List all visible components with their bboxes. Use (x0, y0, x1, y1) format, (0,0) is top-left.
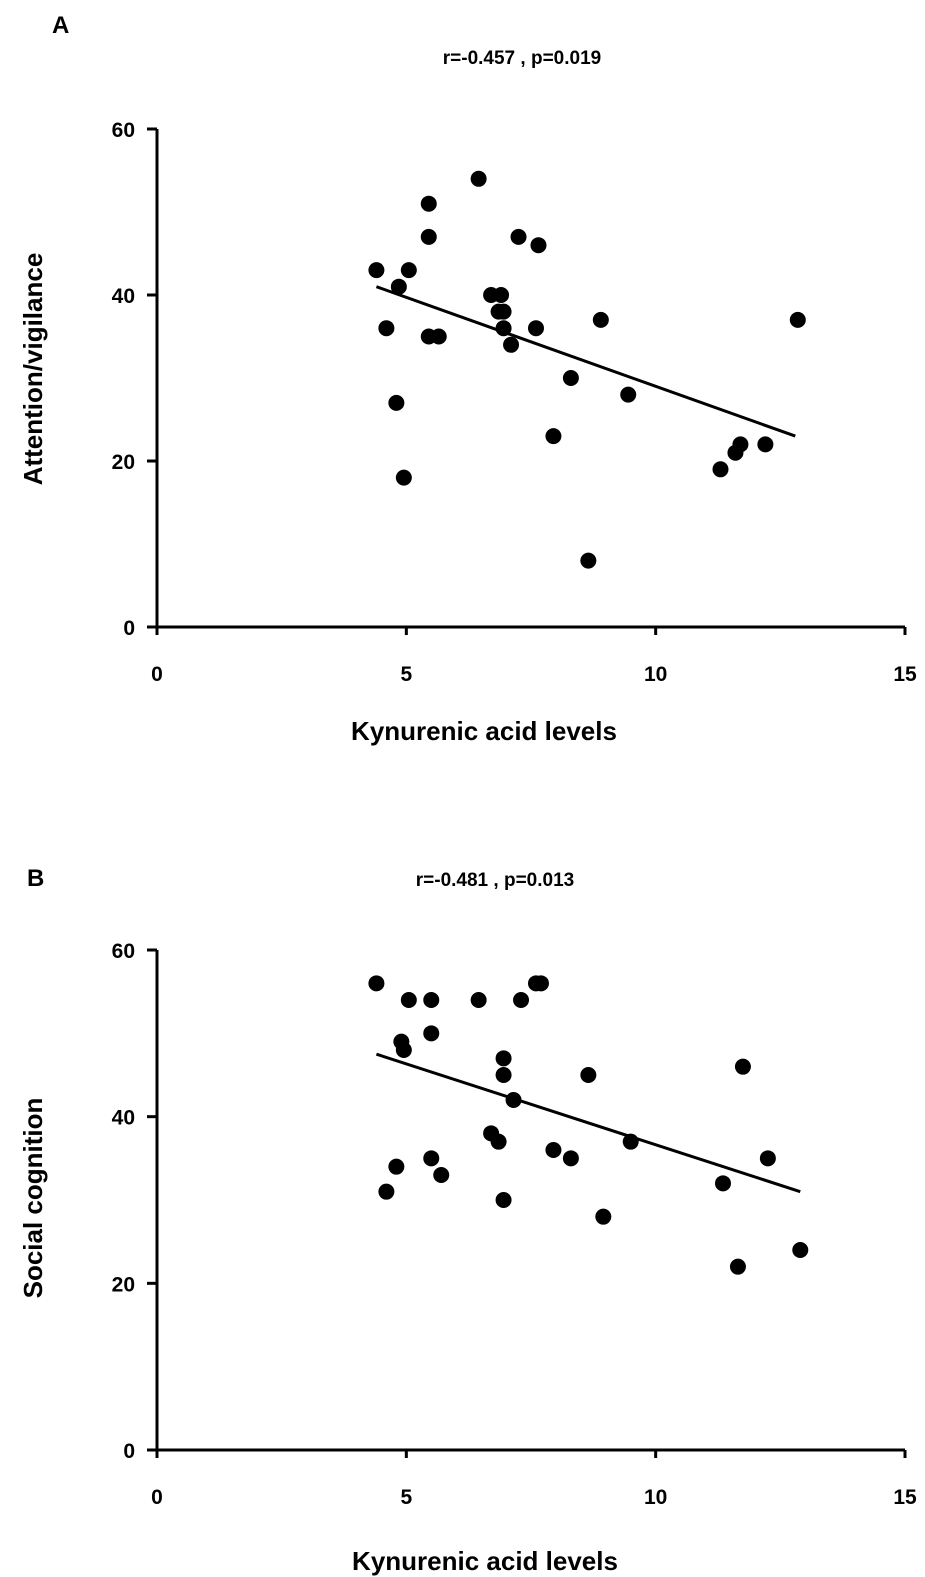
data-point (510, 228, 527, 245)
regression-line (375, 1052, 801, 1194)
data-point (395, 1042, 412, 1058)
data-point (495, 1192, 512, 1208)
data-point (430, 328, 447, 345)
x-axis-label: Kynurenic acid levels (351, 716, 617, 746)
data-point (545, 428, 562, 445)
data-point (503, 336, 520, 353)
data-point (470, 170, 487, 187)
data-point (620, 386, 637, 403)
x-tick-label: 5 (400, 663, 412, 686)
data-point (595, 1208, 612, 1225)
y-axis-label: Social cognition (18, 1098, 48, 1299)
data-point (495, 1050, 512, 1067)
data-point (580, 1067, 597, 1083)
y-tick-label: 40 (112, 1107, 135, 1130)
y-tick-label: 0 (123, 1440, 135, 1463)
data-point (545, 1142, 562, 1158)
data-point (388, 1158, 405, 1175)
x-tick-label: 0 (151, 663, 163, 686)
data-point (368, 262, 385, 279)
data-point (400, 262, 417, 279)
data-point (420, 228, 437, 245)
data-point (622, 1133, 639, 1150)
x-axis-label: Kynurenic acid levels (352, 1546, 618, 1576)
y-tick-label: 20 (112, 1273, 135, 1296)
panel-label: B (27, 865, 44, 892)
data-point (390, 278, 407, 295)
data-point (470, 992, 487, 1008)
data-point (378, 1183, 395, 1200)
data-point (493, 287, 510, 303)
regression-line (375, 285, 796, 438)
data-point (592, 311, 609, 328)
data-point (423, 1025, 440, 1042)
data-point (378, 320, 395, 337)
data-point (580, 552, 597, 569)
data-point (505, 1092, 522, 1108)
data-point (495, 1067, 512, 1083)
x-tick-label: 0 (151, 1486, 163, 1509)
data-point (562, 1150, 579, 1167)
x-tick-label: 10 (644, 663, 667, 686)
data-point (420, 195, 437, 212)
data-point (388, 394, 405, 411)
data-point (530, 237, 547, 254)
data-point (490, 1133, 507, 1150)
data-point (513, 992, 530, 1008)
x-tick-label: 15 (893, 663, 917, 686)
data-point (714, 1175, 731, 1192)
data-point (562, 370, 579, 386)
panel-a: A r=-0.457 , p=0.019 Attention/vigilance… (18, 12, 917, 746)
axes: 0 5 10 15 0 20 40 60 (112, 940, 917, 1509)
data-point (495, 320, 512, 337)
data-point (759, 1150, 776, 1167)
data-point (495, 303, 512, 320)
data-point (423, 992, 440, 1008)
y-tick-label: 40 (112, 285, 135, 308)
data-point (789, 311, 806, 328)
data-point (423, 1150, 440, 1167)
data-point (433, 1167, 450, 1183)
axes: 0 5 10 15 0 20 40 60 (112, 119, 917, 686)
panel-b: B r=-0.481 , p=0.013 Social cognition Ky… (18, 865, 917, 1576)
data-point (395, 469, 412, 486)
y-tick-label: 60 (112, 940, 135, 963)
data-point (729, 1258, 746, 1275)
chart-title: r=-0.457 , p=0.019 (443, 48, 601, 69)
data-point (732, 436, 749, 453)
x-tick-label: 5 (400, 1486, 412, 1509)
data-point (368, 975, 385, 992)
x-tick-label: 10 (644, 1486, 667, 1509)
plot-area (368, 975, 809, 1275)
panel-label: A (52, 12, 69, 39)
data-point (792, 1242, 809, 1258)
y-tick-label: 60 (112, 119, 135, 142)
data-point (734, 1058, 751, 1075)
data-point (757, 436, 774, 453)
x-tick-label: 15 (893, 1486, 917, 1509)
data-point (712, 461, 729, 478)
data-point (532, 975, 549, 992)
chart-title: r=-0.481 , p=0.013 (416, 870, 574, 891)
y-tick-label: 20 (112, 451, 135, 474)
data-point (400, 992, 417, 1008)
data-point (527, 320, 544, 337)
y-axis-label: Attention/vigilance (18, 253, 48, 486)
plot-area (368, 170, 806, 569)
y-tick-label: 0 (123, 617, 135, 640)
